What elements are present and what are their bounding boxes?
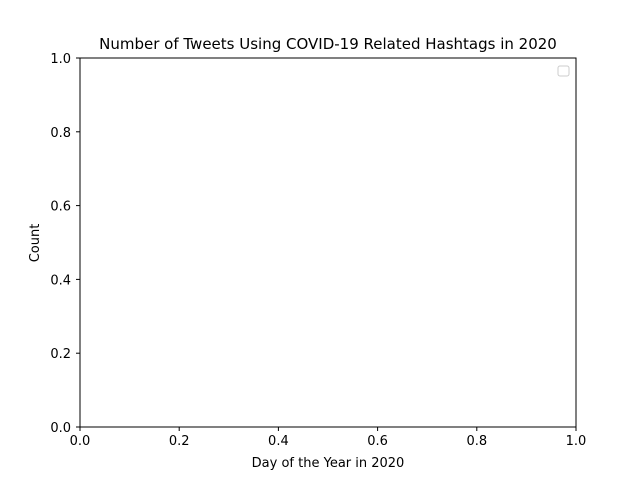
y-tick-label: 0.8 <box>50 126 71 141</box>
y-axis-label: Count <box>28 224 43 263</box>
legend-box <box>557 65 570 77</box>
y-tick-label: 0.0 <box>50 421 71 436</box>
x-tick-label: 1.0 <box>566 434 587 449</box>
x-tick-label: 0.4 <box>268 434 289 449</box>
chart-title: Number of Tweets Using COVID-19 Related … <box>99 35 557 53</box>
x-axis-label: Day of the Year in 2020 <box>252 456 405 471</box>
y-axis-ticks: 0.0 0.2 0.4 0.6 0.8 1.0 <box>50 52 80 436</box>
y-tick-label: 0.6 <box>50 200 71 215</box>
y-tick-label: 0.2 <box>50 347 71 362</box>
axes-background <box>80 58 576 427</box>
plot-area <box>80 58 576 427</box>
x-tick-label: 0.2 <box>169 434 190 449</box>
x-tick-label: 0.6 <box>367 434 388 449</box>
y-tick-label: 1.0 <box>50 52 71 67</box>
x-tick-label: 0.8 <box>466 434 487 449</box>
axes-frame <box>79 57 577 428</box>
x-tick-label: 0.0 <box>70 434 91 449</box>
x-axis-ticks: 0.0 0.2 0.4 0.6 0.8 1.0 <box>70 427 587 449</box>
y-tick-label: 0.4 <box>50 273 71 288</box>
